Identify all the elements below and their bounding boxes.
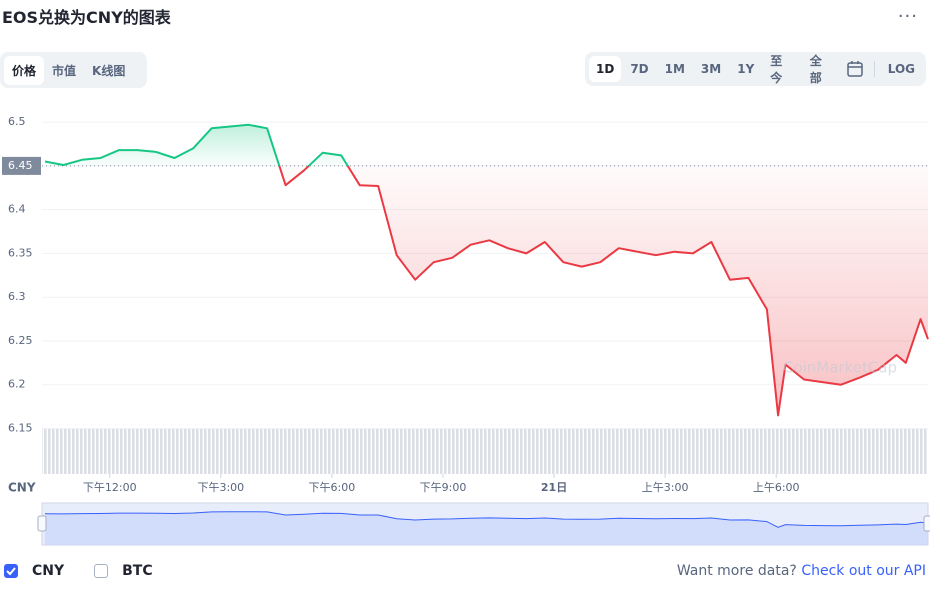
- legend: CNY BTC: [4, 563, 153, 579]
- range-group: 1D 7D 1M 3M 1Y 至今 全部 LOG: [585, 52, 926, 86]
- price-line: [44, 123, 929, 417]
- x-tick-label: 上午3:00: [642, 481, 689, 494]
- api-link[interactable]: Check out our API: [801, 563, 926, 579]
- range-button[interactable]: 1D: [589, 56, 622, 82]
- volume-band: [42, 428, 928, 474]
- unit-label: CNY: [8, 481, 36, 495]
- y-tick-label: 6.25: [8, 334, 33, 347]
- range-button[interactable]: 全部: [809, 54, 822, 85]
- log-button[interactable]: LOG: [887, 62, 916, 76]
- checkbox[interactable]: [94, 564, 109, 578]
- range-button[interactable]: 1Y: [737, 62, 755, 76]
- range-button[interactable]: 1M: [664, 62, 685, 76]
- legend-label: CNY: [32, 563, 65, 579]
- y-tick-label: 6.4: [8, 203, 26, 216]
- range-button[interactable]: 至今: [770, 54, 783, 85]
- chart: CNY 6.15 6.2 6.25 6.3 6.35 6.4 6.45 6.5 下午12:00 下…: [2, 115, 930, 546]
- x-tick-label: 下午9:00: [420, 481, 467, 494]
- tab[interactable]: 市值: [52, 63, 77, 78]
- footer-prompt: Want more data?: [676, 563, 797, 579]
- navigator-area: [44, 511, 928, 545]
- x-tick-label: 上午6:00: [753, 481, 800, 494]
- calendar-icon[interactable]: [842, 60, 867, 78]
- x-tick-label: 下午3:00: [197, 481, 244, 494]
- legend-label: BTC: [122, 563, 153, 579]
- y-tick-label: 6.5: [8, 115, 26, 128]
- navigator-handle[interactable]: [37, 515, 47, 532]
- title: EOS兑换为CNY的图表: [2, 8, 171, 27]
- reference-label-box: [2, 156, 41, 175]
- tab[interactable]: K线图: [92, 63, 126, 78]
- y-tick-label: 6.2: [8, 378, 26, 391]
- y-tick-label: 6.3: [8, 290, 26, 303]
- price-area: [44, 124, 928, 416]
- checkbox[interactable]: [4, 564, 18, 578]
- x-tick-label: 下午6:00: [309, 481, 356, 494]
- footer: Want more data? Check out our API: [677, 563, 926, 579]
- x-tick-label: 下午12:00: [83, 481, 137, 494]
- range-button[interactable]: 7D: [630, 62, 649, 76]
- range-button[interactable]: 3M: [700, 62, 722, 76]
- x-tick-label: 21日: [541, 481, 567, 494]
- reference-label: 6.45: [8, 159, 33, 172]
- separator: [873, 61, 875, 77]
- tab[interactable]: 价格: [4, 55, 45, 85]
- navigator-handle[interactable]: [923, 515, 930, 532]
- watermark: CoinMarketCap: [783, 359, 897, 377]
- more-menu[interactable]: ···: [897, 6, 918, 27]
- y-tick-label: 6.35: [8, 246, 33, 259]
- y-tick-label: 6.15: [8, 421, 33, 434]
- tab-group: 价格 市值 K线图: [0, 52, 147, 88]
- navigator-line: [44, 511, 929, 528]
